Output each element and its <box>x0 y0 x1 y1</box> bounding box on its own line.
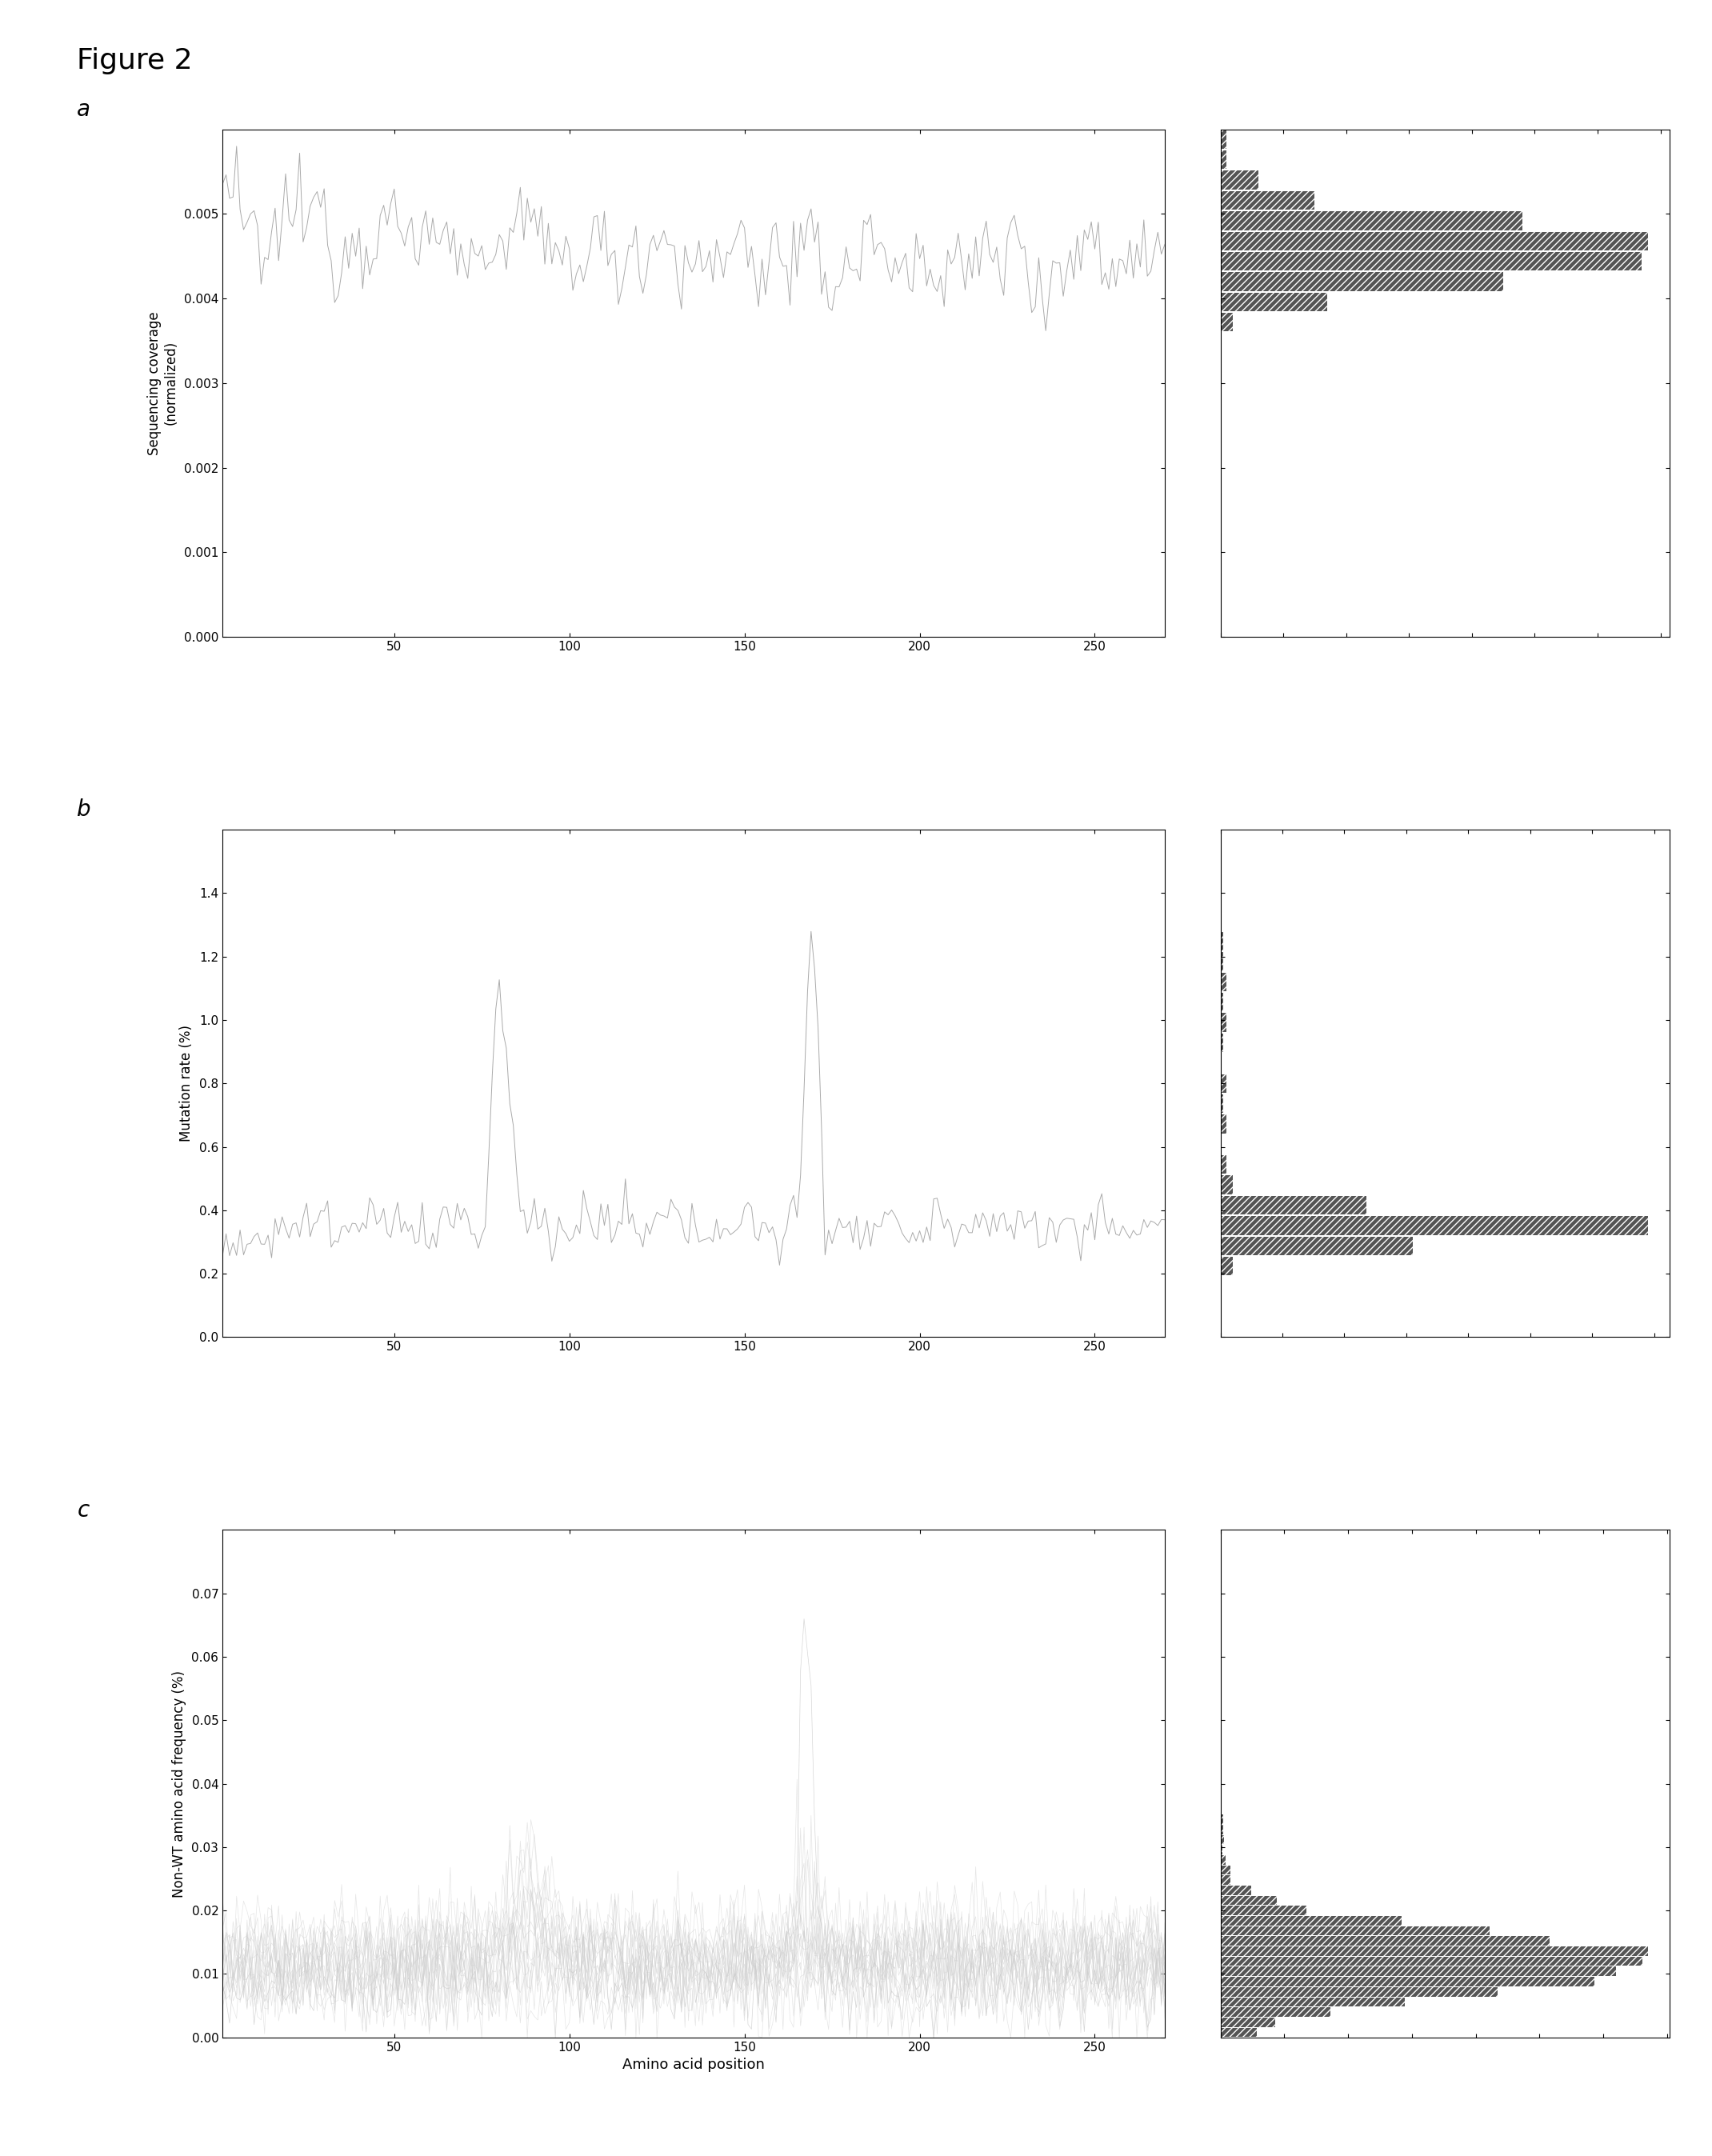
X-axis label: Amino acid position: Amino acid position <box>623 2057 765 2072</box>
Bar <box>1221 1958 1644 1966</box>
Bar <box>1221 293 1327 310</box>
Bar <box>1221 1988 1498 1996</box>
Bar <box>1221 1235 1412 1255</box>
Bar <box>1221 313 1233 332</box>
Bar <box>1221 1175 1233 1194</box>
Text: Figure 2: Figure 2 <box>77 47 193 75</box>
Text: a: a <box>77 99 91 121</box>
Bar <box>1221 1947 1649 1955</box>
Y-axis label: Non-WT amino acid frequency (%): Non-WT amino acid frequency (%) <box>171 1671 187 1897</box>
Bar <box>1221 1013 1228 1033</box>
Bar <box>1221 1906 1306 1915</box>
Bar <box>1221 1115 1228 1134</box>
Bar <box>1221 1216 1649 1235</box>
Bar <box>1221 211 1522 231</box>
Bar <box>1221 1977 1594 1986</box>
Y-axis label: Sequencing coverage
(normalized): Sequencing coverage (normalized) <box>147 310 178 455</box>
Bar <box>1221 1156 1228 1173</box>
Bar <box>1221 1876 1229 1884</box>
Bar <box>1221 1996 1406 2007</box>
Bar <box>1221 953 1224 970</box>
Bar <box>1221 1033 1224 1052</box>
Bar <box>1221 1917 1402 1925</box>
Bar <box>1221 2007 1330 2016</box>
Bar <box>1221 1854 1226 1865</box>
Bar <box>1221 2027 1257 2037</box>
Bar <box>1221 1936 1549 1945</box>
Bar <box>1221 1966 1616 1977</box>
Bar <box>1221 1925 1489 1936</box>
Bar <box>1221 170 1258 190</box>
Text: c: c <box>77 1498 89 1522</box>
Bar <box>1221 129 1228 149</box>
Bar <box>1221 994 1224 1011</box>
Bar <box>1221 931 1224 951</box>
Bar <box>1221 1095 1224 1112</box>
Bar <box>1221 1865 1231 1874</box>
Bar <box>1221 2018 1275 2027</box>
Bar <box>1221 252 1642 272</box>
Bar <box>1221 972 1228 992</box>
Bar <box>1221 151 1228 168</box>
Bar <box>1221 192 1315 209</box>
Bar <box>1221 1895 1277 1906</box>
Bar <box>1221 1886 1251 1895</box>
Bar <box>1221 1257 1233 1276</box>
Bar <box>1221 1846 1222 1854</box>
Bar <box>1221 1815 1222 1824</box>
Bar <box>1221 1835 1224 1843</box>
Bar <box>1221 1074 1228 1093</box>
Bar <box>1221 231 1649 250</box>
Bar <box>1221 272 1503 291</box>
Text: b: b <box>77 798 91 821</box>
Bar <box>1221 1197 1366 1214</box>
Y-axis label: Mutation rate (%): Mutation rate (%) <box>180 1024 193 1143</box>
Bar <box>1221 1824 1222 1835</box>
